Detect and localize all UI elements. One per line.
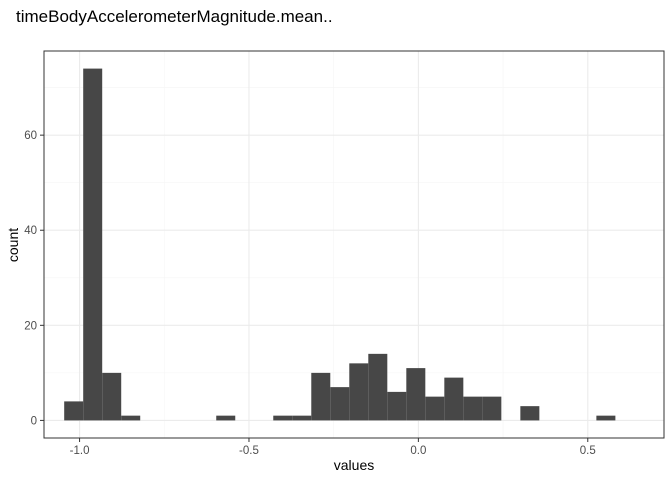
- histogram-bar: [311, 372, 331, 421]
- y-axis: 0 20 40 60: [24, 130, 44, 427]
- histogram-bar: [463, 396, 483, 421]
- x-tick-label: -0.5: [239, 445, 259, 457]
- panel-border: [43, 50, 665, 439]
- histogram-bar: [64, 401, 84, 421]
- histogram-bar: [216, 415, 236, 421]
- x-tick-label: 0.5: [580, 445, 596, 457]
- histogram-bar: [368, 353, 388, 421]
- minor-gridlines: [44, 51, 664, 438]
- histogram-bar: [406, 368, 426, 421]
- histogram-bar: [520, 406, 540, 421]
- x-axis-title: values: [334, 457, 374, 473]
- histogram-bar: [425, 396, 445, 421]
- y-axis-title: count: [5, 228, 21, 262]
- histogram-bar: [387, 391, 407, 421]
- x-axis: -1.0 -0.5 0.0 0.5: [70, 438, 596, 457]
- y-tick-label: 0: [31, 415, 37, 427]
- histogram-bar: [83, 68, 103, 421]
- histogram-bar: [121, 415, 141, 421]
- histogram-bar: [349, 363, 369, 421]
- histogram-bar: [596, 415, 616, 421]
- histogram-bar: [292, 415, 312, 421]
- histogram-bar: [482, 396, 502, 421]
- y-tick-label: 20: [24, 320, 37, 332]
- histogram-bar: [444, 377, 464, 421]
- x-tick-label: 0.0: [410, 445, 426, 457]
- x-tick-label: -1.0: [70, 445, 90, 457]
- histogram-bar: [330, 387, 350, 421]
- histogram-bar: [273, 415, 293, 421]
- histogram-bars: [64, 68, 616, 421]
- y-tick-label: 40: [24, 225, 37, 237]
- chart-title: timeBodyAccelerometerMagnitude.mean..: [16, 7, 333, 26]
- histogram-bar: [102, 372, 122, 421]
- y-tick-label: 60: [24, 130, 37, 142]
